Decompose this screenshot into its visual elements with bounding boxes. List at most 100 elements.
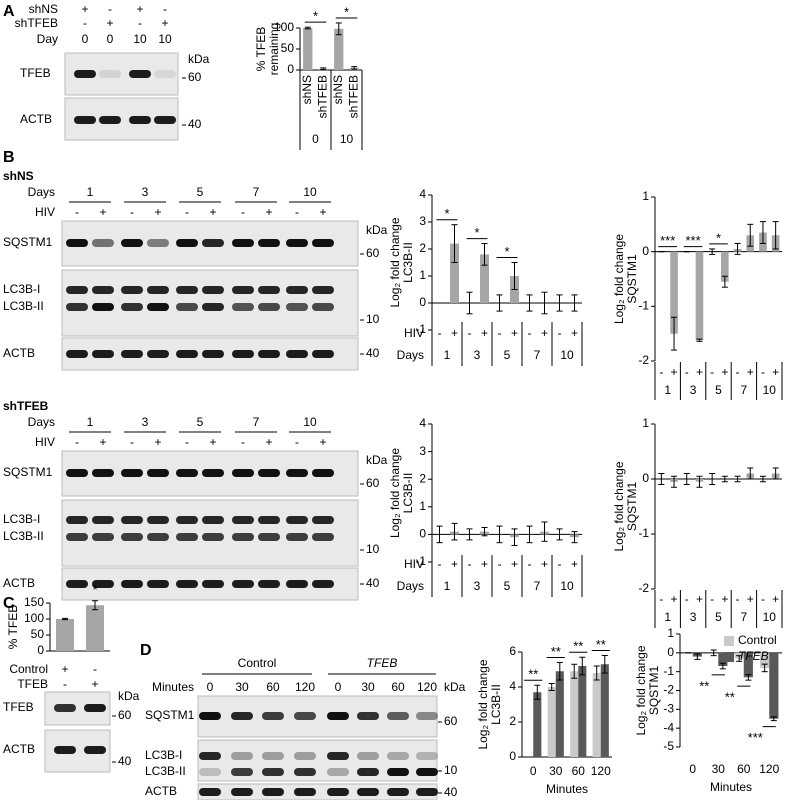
x-tick-label: 0 <box>689 762 696 776</box>
bar <box>600 664 609 757</box>
y-tick-label: 0 <box>509 749 516 763</box>
blot-band <box>92 303 114 311</box>
lane-mark: - <box>163 2 167 16</box>
y-tick-label: 2 <box>419 241 426 255</box>
blot-label: SQSTM1 <box>3 465 53 479</box>
lane-mark: - <box>185 205 189 219</box>
blot-band <box>199 768 221 776</box>
size-label: 60 <box>444 714 458 728</box>
y-tick-label: 1 <box>642 189 649 203</box>
x-tick-label: 60 <box>572 764 586 778</box>
blot-band <box>357 768 379 776</box>
blot-band <box>286 533 308 541</box>
y-axis-label: Log₂ fold change <box>612 461 626 551</box>
kda-label: kDa <box>118 689 140 703</box>
y-tick-label: 6 <box>509 644 516 658</box>
blot-label: LC3B-I <box>145 748 182 762</box>
blot-band <box>176 303 198 311</box>
row-label: Days <box>397 579 424 593</box>
blot-band <box>312 469 334 477</box>
x-tick-label: + <box>671 592 678 606</box>
size-label: 10 <box>366 542 380 556</box>
blot-band <box>232 533 254 541</box>
day-label: 7 <box>253 415 260 429</box>
y-tick-label: 100 <box>274 20 294 34</box>
blot-band <box>147 469 169 477</box>
blot-band <box>258 239 280 247</box>
x-tick-label: - <box>736 365 740 379</box>
group-label: 7 <box>534 348 541 362</box>
blot-band <box>147 533 169 541</box>
blot-band <box>262 788 284 796</box>
y-tick-label: 50 <box>281 41 295 55</box>
y-tick-label: 0 <box>287 62 294 76</box>
blot-band <box>199 788 221 796</box>
row-label: HIV <box>404 326 424 340</box>
x-tick-label: + <box>541 326 548 340</box>
x-tick-label: shTFEB <box>346 75 360 118</box>
x-tick-label: + <box>481 557 488 571</box>
x-axis-label: Minutes <box>710 780 752 794</box>
blot-band <box>99 70 121 78</box>
group-label: 10 <box>763 383 777 397</box>
blot-band <box>54 704 76 712</box>
blot-label: ACTB <box>3 742 35 756</box>
x-tick-label: 0 <box>530 764 537 778</box>
size-label: 60 <box>366 246 380 260</box>
lane-mark: - <box>75 205 79 219</box>
blot-band <box>176 516 198 524</box>
blot-band <box>202 469 224 477</box>
y-axis-label: SQSTM1 <box>625 254 639 304</box>
row-label: Days <box>28 415 55 429</box>
lane-mark: - <box>295 435 299 449</box>
group-label: 1 <box>444 579 451 593</box>
blot-label: ACTB <box>20 112 52 126</box>
y-tick-label: 4 <box>419 187 426 201</box>
y-tick-label: 2 <box>419 471 426 485</box>
x-tick-label: - <box>468 557 472 571</box>
y-tick-label: 1 <box>642 416 649 430</box>
size-label: 60 <box>366 476 380 490</box>
x-axis-label: Minutes <box>546 782 588 796</box>
blot-band <box>66 580 88 588</box>
blot-band <box>92 469 114 477</box>
group-label: 3 <box>690 610 697 624</box>
blot-band <box>176 469 198 477</box>
bar <box>769 652 779 719</box>
section-title: shTFEB <box>3 399 49 413</box>
row-label: HIV <box>35 435 55 449</box>
lane-mark: - <box>130 205 134 219</box>
x-tick-label: + <box>511 557 518 571</box>
group-label: 5 <box>715 383 722 397</box>
condition-label: Control <box>238 656 277 670</box>
blot-band <box>66 469 88 477</box>
x-tick-label: + <box>721 592 728 606</box>
blot-band <box>147 516 169 524</box>
blot-label: LC3B-II <box>3 299 44 313</box>
panel-letter: B <box>3 149 15 166</box>
day-label: 7 <box>253 185 260 199</box>
x-tick-label: 30 <box>549 764 563 778</box>
lane-mark: + <box>154 435 161 449</box>
blot-band <box>387 788 409 796</box>
bar <box>555 671 564 757</box>
blot-band <box>327 752 349 760</box>
significance: * <box>474 225 479 240</box>
lane-mark: + <box>61 662 68 676</box>
blot-label: TFEB <box>20 66 51 80</box>
group-label: 5 <box>715 610 722 624</box>
x-tick-label: - <box>710 592 714 606</box>
lane-mark: 60 <box>266 680 280 694</box>
significance: *** <box>660 233 675 248</box>
lane-mark: 60 <box>391 680 405 694</box>
blot-label: LC3B-I <box>3 512 40 526</box>
blot-label: SQSTM1 <box>145 708 195 722</box>
x-tick-label: - <box>468 326 472 340</box>
x-tick-label: shNS <box>300 75 314 104</box>
y-tick-label: 0 <box>642 244 649 258</box>
x-tick-label: 120 <box>591 764 611 778</box>
y-tick-label: 4 <box>419 416 426 430</box>
blot-band <box>66 286 88 294</box>
blot-band <box>121 533 143 541</box>
